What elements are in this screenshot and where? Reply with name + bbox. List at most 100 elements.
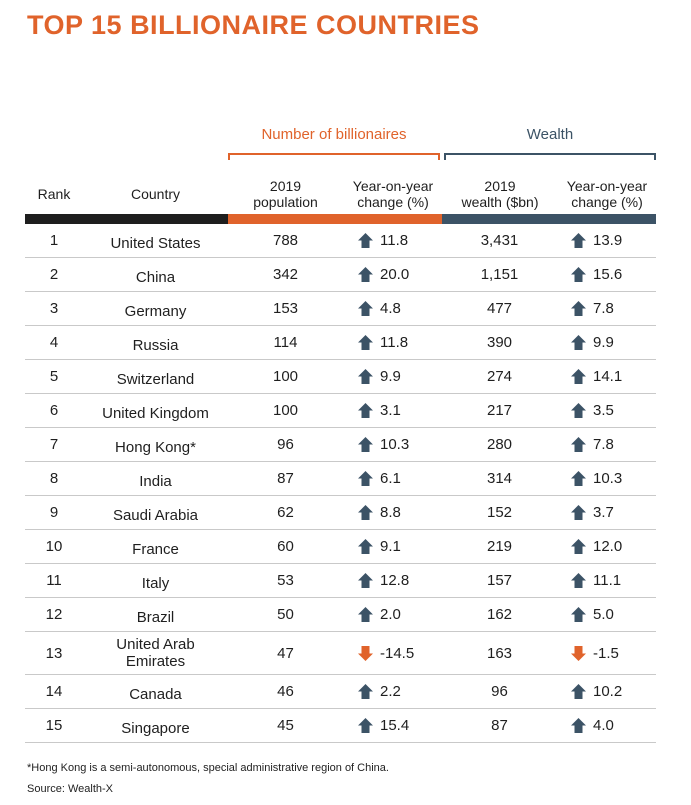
wealth-cell: 314 [486, 470, 513, 487]
header-population-line1: 2019 [269, 178, 302, 194]
pop-change-cell: 20.0 [343, 258, 442, 291]
wealth-change-cell: 10.3 [557, 462, 656, 495]
wealth-change-value: -1.5 [593, 644, 619, 662]
population-cell: 53 [277, 572, 294, 589]
rank-cell: 1 [49, 232, 59, 249]
wealth-cell: 274 [486, 368, 513, 385]
table-row: 13 United Arab Emirates 47 -14.5 163 -1.5 [25, 632, 656, 675]
header-band-dark [25, 214, 228, 224]
wealth-change-cell: 7.8 [557, 292, 656, 325]
pop-change-cell: 11.8 [343, 224, 442, 257]
pop-change-cell: 2.0 [343, 598, 442, 631]
population-cell: 60 [277, 538, 294, 555]
header-wealth: 2019 wealth ($bn) [444, 176, 556, 212]
wealth-change-value: 11.1 [593, 572, 622, 589]
country-name: Brazil [136, 609, 175, 626]
table-row: 1 United States 788 11.8 3,431 13.9 [25, 224, 656, 258]
house-up-arrow-icon [357, 300, 374, 317]
house-up-arrow-icon [357, 368, 374, 385]
header-rank-label: Rank [37, 186, 71, 202]
house-up-arrow-icon [357, 683, 374, 700]
pop-change-cell: 10.3 [343, 428, 442, 461]
billionaire-table: 1 United States 788 11.8 3,431 13.9 2 China 342 2… [25, 224, 656, 743]
wealth-cell: 162 [486, 606, 513, 623]
wealth-change-cell: -1.5 [557, 632, 656, 674]
header-population-line2: population [253, 194, 318, 210]
billionaires-group-label: Number of billionaires [261, 126, 407, 143]
down-arrow-icon [357, 645, 374, 662]
country-cell: United Arab Emirates [83, 632, 228, 674]
wealth-cell: 390 [486, 334, 513, 351]
country-cell: Russia [83, 326, 228, 359]
table-row: 2 China 342 20.0 1,151 15.6 [25, 258, 656, 292]
house-up-arrow-icon [357, 470, 374, 487]
table-row: 15 Singapore 45 15.4 87 4.0 [25, 709, 656, 743]
population-cell: 96 [277, 436, 294, 453]
wealth-change-value: 7.8 [593, 436, 614, 453]
pop-change-cell: -14.5 [343, 632, 442, 674]
house-up-arrow-icon [570, 300, 587, 317]
wealth-change-value: 7.8 [593, 300, 614, 317]
wealth-change-cell: 5.0 [557, 598, 656, 631]
billionaires-bracket [228, 153, 440, 160]
wealth-change-cell: 7.8 [557, 428, 656, 461]
rank-cell: 12 [45, 606, 63, 623]
rank-cell: 2 [49, 266, 59, 283]
house-up-arrow-icon [570, 266, 587, 283]
rank-cell: 10 [45, 538, 63, 555]
country-cell: Germany [83, 292, 228, 325]
country-cell: United States [83, 224, 228, 257]
pop-change-cell: 3.1 [343, 394, 442, 427]
country-cell: France [83, 530, 228, 563]
header-band-orange [228, 214, 442, 224]
pop-change-value: 9.9 [380, 368, 401, 385]
population-cell: 50 [277, 606, 294, 623]
country-name: Germany [124, 303, 187, 320]
table-row: 6 United Kingdom 100 3.1 217 3.5 [25, 394, 656, 428]
wealth-change-value: 15.6 [593, 266, 623, 283]
header-wealth-change: Year-on-year change (%) [555, 176, 659, 212]
house-up-arrow-icon [570, 436, 587, 453]
country-cell: China [83, 258, 228, 291]
wealth-change-cell: 10.2 [557, 675, 656, 708]
population-cell: 788 [272, 232, 299, 249]
wealth-cell: 219 [486, 538, 513, 555]
rank-cell: 7 [49, 436, 59, 453]
pop-change-cell: 9.9 [343, 360, 442, 393]
page-title: TOP 15 BILLIONAIRE COUNTRIES [27, 10, 480, 40]
house-up-arrow-icon [570, 606, 587, 623]
header-pop-change: Year-on-year change (%) [341, 176, 445, 212]
pop-change-cell: 8.8 [343, 496, 442, 529]
house-up-arrow-icon [357, 402, 374, 419]
rank-cell: 5 [49, 368, 59, 385]
population-cell: 62 [277, 504, 294, 521]
pop-change-value: 2.0 [380, 606, 401, 623]
wealth-change-cell: 3.7 [557, 496, 656, 529]
pop-change-value: 6.1 [380, 470, 401, 487]
rank-cell: 14 [45, 683, 63, 700]
country-name-line: United Arab [116, 636, 195, 653]
pop-change-value: 3.1 [380, 402, 401, 419]
table-row: 9 Saudi Arabia 62 8.8 152 3.7 [25, 496, 656, 530]
wealth-change-value: 10.2 [593, 683, 623, 700]
country-name: India [139, 473, 172, 490]
wealth-change-value: 4.0 [593, 717, 614, 734]
wealth-cell: 280 [486, 436, 513, 453]
wealth-change-cell: 13.9 [557, 224, 656, 257]
house-up-arrow-icon [570, 334, 587, 351]
rank-cell: 3 [49, 300, 59, 317]
down-arrow-icon [570, 645, 587, 662]
house-up-arrow-icon [570, 368, 587, 385]
rank-cell: 13 [45, 644, 63, 662]
header-wealth-change-line1: Year-on-year [566, 178, 648, 194]
house-up-arrow-icon [357, 232, 374, 249]
wealth-change-cell: 12.0 [557, 530, 656, 563]
wealth-change-cell: 14.1 [557, 360, 656, 393]
header-country: Country [83, 176, 228, 212]
house-up-arrow-icon [570, 683, 587, 700]
wealth-cell: 96 [491, 683, 508, 700]
country-cell: Singapore [83, 709, 228, 742]
country-name: Hong Kong* [115, 439, 196, 456]
wealth-change-cell: 9.9 [557, 326, 656, 359]
pop-change-value: 4.8 [380, 300, 401, 317]
